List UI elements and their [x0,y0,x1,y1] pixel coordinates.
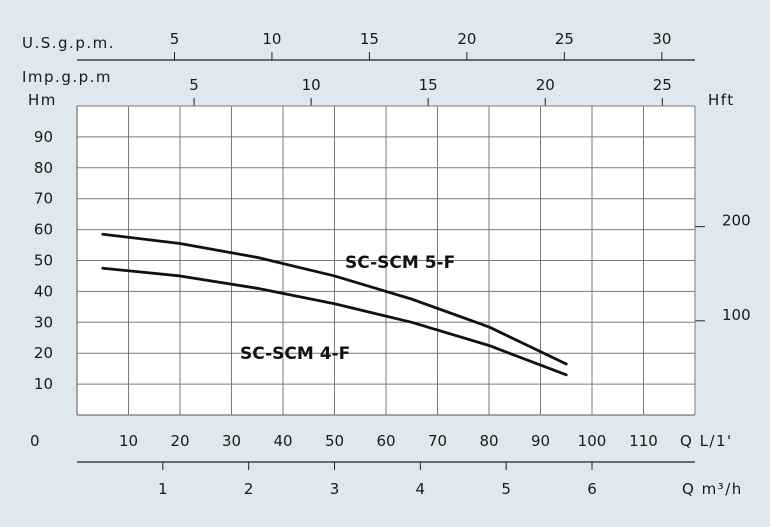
right-axis-tick-label: 100 [722,306,751,324]
y-tick-label: 20 [34,344,53,362]
x-tick-label: 90 [531,432,550,450]
y-axis-unit-label: Hm [28,91,57,109]
m3h-tick-label: 1 [158,480,168,498]
series-label: SC-SCM 5-F [345,253,455,273]
x-tick-label: 100 [578,432,607,450]
y-tick-label: 30 [34,313,53,331]
y-tick-label: 90 [34,128,53,146]
m3h-unit-label: Q m³/h [682,480,743,498]
x-tick-label: 20 [170,432,189,450]
x-axis-unit-label: Q L/1' [680,432,733,450]
right-axis-unit-label: Hft [708,91,735,109]
m3h-tick-label: 3 [330,480,340,498]
y-tick-label: 50 [34,252,53,270]
series-line [101,232,568,366]
usgpm-tick-label: 15 [360,30,379,48]
series-line [101,266,568,377]
x-tick-label: 40 [273,432,292,450]
x-tick-label: 50 [325,432,344,450]
x-tick-label: 30 [222,432,241,450]
impgpm-tick-label: 25 [653,76,672,94]
m3h-tick-label: 2 [244,480,254,498]
x-tick-label: 60 [376,432,395,450]
usgpm-tick-label: 30 [652,30,671,48]
x-tick-label: 110 [629,432,658,450]
series-label: SC-SCM 4-F [240,344,350,364]
y-tick-label: 60 [34,221,53,239]
y-tick-label: 40 [34,282,53,300]
usgpm-tick-label: 20 [457,30,476,48]
y-tick-label: 70 [34,190,53,208]
axes-lines [77,52,705,470]
right-axis-tick-label: 200 [722,212,751,230]
usgpm-unit-label: U.S.g.p.m. [22,34,115,52]
x-tick-label: 70 [428,432,447,450]
usgpm-tick-label: 5 [170,30,180,48]
usgpm-tick-label: 10 [262,30,281,48]
usgpm-tick-label: 25 [555,30,574,48]
x-tick-label: 10 [119,432,138,450]
labels-group: 10 20 30 40 50 60 70 80 90 10 20 30 40 50 60 70 80 90 100 1… [34,30,751,498]
series-group [101,232,568,377]
x-origin-label: 0 [30,432,40,450]
y-tick-label: 80 [34,159,53,177]
m3h-tick-label: 5 [501,480,511,498]
m3h-tick-label: 6 [587,480,597,498]
m3h-tick-label: 4 [416,480,426,498]
impgpm-tick-label: 5 [189,76,199,94]
y-tick-label: 10 [34,375,53,393]
impgpm-unit-label: Imp.g.p.m [22,68,112,86]
impgpm-tick-label: 10 [302,76,321,94]
x-tick-label: 80 [479,432,498,450]
impgpm-tick-label: 20 [536,76,555,94]
impgpm-tick-label: 15 [419,76,438,94]
grid [76,105,696,416]
